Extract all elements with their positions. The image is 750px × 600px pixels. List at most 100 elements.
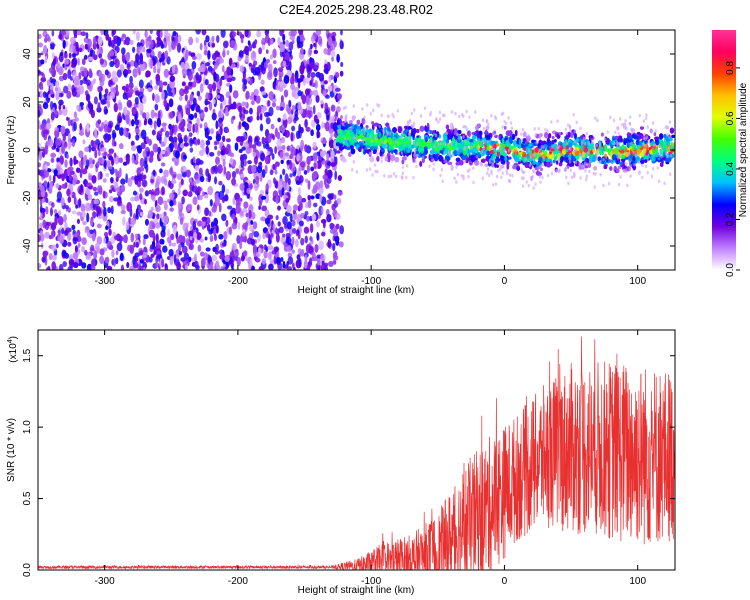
spectrogram-cell <box>138 187 144 193</box>
spectrogram-cell <box>226 128 230 133</box>
spectrogram-cell <box>91 140 97 151</box>
spectrogram-cell <box>285 39 290 47</box>
spectrogram-cell <box>120 264 125 270</box>
spectrogram-cell <box>226 66 232 76</box>
spectrogram-cell <box>241 231 247 237</box>
spectrogram-cell <box>168 123 173 130</box>
spectrogram-cell <box>163 98 168 108</box>
spectrogram-cell <box>132 46 136 53</box>
spectrogram-cell <box>126 261 130 269</box>
spectrogram-cell <box>104 231 109 238</box>
spectrogram-cell <box>160 175 167 184</box>
spectrogram-cell <box>226 49 230 56</box>
spectrogram-cell <box>263 111 270 118</box>
spectrogram-cell <box>320 254 326 262</box>
spectrogram-cell <box>276 139 282 148</box>
spectrogram-cell <box>199 238 205 243</box>
spectrogram-cell <box>108 148 115 154</box>
spectrogram-cell <box>130 196 136 202</box>
spectrogram-cell <box>108 195 114 203</box>
spectrogram-cell <box>38 150 43 161</box>
spectrogram-cell <box>185 169 192 178</box>
spectrogram-cell <box>269 54 274 60</box>
spectrogram-cell <box>100 99 106 105</box>
spectrogram-cell <box>88 232 92 239</box>
spectrogram-cell <box>251 164 257 174</box>
spectrogram-cell <box>305 178 309 184</box>
spectrogram-cell <box>185 107 191 116</box>
spectrogram-cell <box>300 212 305 219</box>
spectrogram-cell <box>80 31 87 37</box>
spectrogram-cell <box>214 140 220 145</box>
spectrogram-cell <box>239 111 243 119</box>
spectrogram-cell <box>277 67 284 72</box>
spectrogram-cell <box>237 221 241 230</box>
spectrogram-cell <box>38 142 41 148</box>
spectrogram-cell <box>103 237 107 245</box>
spectrogram-cell <box>213 71 217 82</box>
spectrogram-cell <box>160 162 166 167</box>
spectrogram-cell <box>234 142 239 151</box>
spectrogram-cell <box>116 69 122 78</box>
spectrogram-cell <box>327 32 332 38</box>
spectrogram-cell <box>251 265 255 270</box>
spectrogram-cell <box>50 83 55 92</box>
spectrogram-cell <box>330 150 335 160</box>
spectrogram-cell <box>184 94 188 102</box>
spectrogram-cell <box>172 224 177 235</box>
spectrogram-cell <box>156 244 162 249</box>
spectrogram-cell <box>151 222 156 230</box>
spectrogram-cell <box>250 91 255 101</box>
spectrogram-cell <box>156 38 163 45</box>
spectrogram-cell <box>281 124 286 134</box>
spectrogram-cell <box>326 199 332 205</box>
spectrogram-cell <box>56 157 60 164</box>
spectrogram-cell <box>286 145 291 152</box>
spectrogram-cell <box>251 44 257 49</box>
spectrogram-cell <box>220 30 226 38</box>
spectrogram-cell <box>294 110 299 118</box>
spectrogram-cell <box>96 236 103 245</box>
spectrogram-cell <box>40 85 44 91</box>
spectrogram-cell <box>309 236 313 242</box>
spectrogram-cell <box>327 84 333 92</box>
spectrogram-cell <box>99 255 105 265</box>
spectrogram-cell <box>232 115 236 120</box>
spectrogram-cell <box>91 175 97 184</box>
spectrogram-cell <box>215 35 220 44</box>
spectrogram-cell <box>361 117 366 125</box>
spectrogram-cell <box>236 234 241 244</box>
spectrogram-cell <box>261 205 267 212</box>
spectrogram-cell <box>290 131 294 142</box>
spectrogram-cell <box>42 101 49 110</box>
spectrogram-cell <box>333 194 337 200</box>
spectrogram-cell <box>111 129 116 140</box>
spectrogram-cell <box>238 105 243 113</box>
spectrogram-cell <box>334 87 341 92</box>
spectrogram-cell <box>211 53 217 61</box>
spectrogram-cell <box>328 194 334 201</box>
spectrogram-cell <box>279 30 284 37</box>
spectrogram-cell <box>228 95 232 106</box>
spectrogram-cell <box>311 213 317 222</box>
spectrogram-cell <box>312 141 317 150</box>
spectrogram-cell <box>188 243 194 251</box>
spectrogram-cell <box>283 118 288 127</box>
spectrogram-cell <box>277 36 281 46</box>
spectrogram-cell <box>308 155 312 163</box>
spectrogram-cell <box>79 84 84 95</box>
spectrogram-cell <box>173 125 177 136</box>
spectrogram-cell <box>299 161 306 168</box>
spectrogram-cell <box>38 162 41 168</box>
spectrogram-cell <box>50 89 54 95</box>
spectrogram-cell <box>48 253 53 261</box>
spectrogram-cell <box>108 49 115 57</box>
spectrogram-cell <box>286 183 290 191</box>
spectrogram-cell <box>40 90 43 99</box>
spectrogram-cell <box>212 98 216 105</box>
spectrogram-cell <box>256 105 262 114</box>
spectrogram-cell <box>122 216 126 226</box>
spectrogram-cell <box>55 80 60 88</box>
spectrogram-cell <box>114 58 120 69</box>
spectrogram-cell <box>337 174 343 182</box>
